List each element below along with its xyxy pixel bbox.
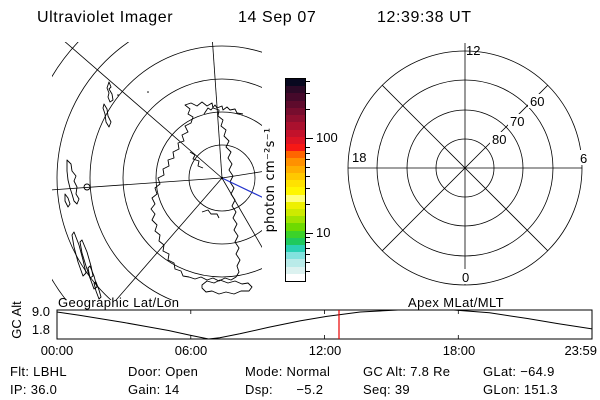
colorbar-units-label: photon cm⁻²s⁻¹: [263, 127, 278, 233]
status-seq: Seq: 39: [363, 382, 410, 397]
colorbar-band: [286, 158, 305, 166]
colorbar-band: [286, 136, 305, 144]
colorbar-major-tick: [306, 233, 313, 234]
status-flt: Flt: LBHL: [10, 364, 67, 379]
mlt-label-18: 18: [352, 150, 366, 165]
ring-label-60: 60: [530, 94, 544, 109]
colorbar-major-tick: [306, 138, 313, 139]
colorbar-minor-tick: [306, 242, 310, 243]
colorbar-band: [286, 151, 305, 159]
colorbar-minor-tick: [306, 81, 310, 82]
timeline-plot: [56, 309, 593, 340]
geographic-map-plot: [52, 42, 262, 300]
colorbar-band: [286, 93, 305, 101]
colorbar-minor-tick: [306, 271, 310, 272]
colorbar-band: [286, 180, 305, 188]
mlt-label-6: 6: [580, 151, 587, 166]
colorbar-minor-tick: [306, 109, 310, 110]
colorbar-band: [286, 100, 305, 108]
colorbar-band: [286, 172, 305, 181]
colorbar-minor-tick: [306, 176, 310, 177]
colorbar-minor-tick: [306, 153, 310, 154]
gc-alt-curve: [56, 309, 593, 340]
colorbar-bands: [286, 79, 305, 282]
colorbar-tick-label: 100: [316, 130, 338, 145]
meridian-spokes: [52, 42, 262, 300]
status-gain: Gain: 14: [128, 382, 180, 397]
colorbar-minor-tick: [306, 237, 310, 238]
status-glon: GLon: 151.3: [483, 382, 558, 397]
colorbar-band: [286, 223, 305, 231]
colorbar-minor-tick: [306, 159, 310, 160]
colorbar-band: [286, 245, 305, 253]
colorbar-band: [286, 122, 305, 130]
colorbar-band: [286, 107, 305, 116]
colorbar-ticks: 100 10: [306, 78, 346, 282]
xtick-1800: 18:00: [442, 343, 476, 358]
latitude-circles: [52, 42, 262, 300]
colorbar-band: [286, 230, 305, 238]
mlt-label-12: 12: [466, 43, 480, 58]
date-label: 14 Sep 07: [238, 9, 317, 26]
colorbar-band: [286, 187, 305, 195]
status-gc-alt: GC Alt: 7.8 Re: [363, 364, 451, 379]
colorbar-band: [286, 115, 305, 123]
colorbar-band: [286, 79, 305, 87]
colorbar-band: [286, 194, 305, 202]
caption-geographic: Geographic Lat/Lon: [58, 295, 180, 310]
caption-apex: Apex MLat/MLT: [408, 295, 504, 310]
map-dot: [117, 94, 119, 96]
colorbar-minor-tick: [306, 204, 310, 205]
coastlines: [64, 81, 253, 300]
orbit-track-segment: [221, 177, 262, 198]
xtick-1200: 12:00: [308, 343, 342, 358]
timeline-axis-ticks: [190, 310, 459, 339]
colorbar-band: [286, 201, 305, 209]
xtick-0600: 06:00: [174, 343, 208, 358]
xtick-0000: 00:00: [40, 343, 74, 358]
ytick-9: 9.0: [31, 304, 50, 319]
pole-point-marker: [220, 176, 224, 180]
colorbar-minor-tick: [306, 188, 310, 189]
ring-label-80: 80: [492, 132, 506, 147]
colorbar-tick-label: 10: [316, 225, 331, 240]
colorbar-minor-tick: [306, 147, 310, 148]
colorbar-minor-tick: [306, 248, 310, 249]
ytick-1-8: 1.8: [31, 322, 50, 337]
page-title: Ultraviolet Imager: [37, 9, 174, 26]
time-utc-label: 12:39:38 UT: [377, 9, 472, 26]
map-dot: [147, 91, 149, 93]
mlat-ring-labels: 80 70 60: [490, 94, 548, 147]
colorbar-band: [286, 208, 305, 217]
colorbar: [285, 78, 306, 282]
colorbar-band: [286, 86, 305, 94]
colorbar-band: [286, 266, 305, 274]
xtick-2359: 23:59: [564, 343, 597, 358]
colorbar-band: [286, 129, 305, 137]
mlt-label-0: 0: [462, 270, 469, 285]
colorbar-band: [286, 143, 305, 152]
mlt-hour-labels: 12 18 6 0: [352, 43, 590, 285]
status-door: Door: Open: [128, 364, 199, 379]
colorbar-minor-tick: [306, 167, 310, 168]
colorbar-band: [286, 237, 305, 246]
colorbar-band: [286, 273, 305, 282]
colorbar-band: [286, 216, 305, 224]
status-ip: IP: 36.0: [10, 382, 58, 397]
mlt-spokes: [348, 43, 582, 285]
ring-label-70: 70: [510, 114, 524, 129]
colorbar-minor-tick: [306, 262, 310, 263]
colorbar-minor-tick: [306, 93, 310, 94]
status-dsp: Dsp: −5.2: [245, 382, 324, 397]
colorbar-band: [286, 165, 305, 173]
colorbar-band: [286, 259, 305, 267]
colorbar-band: [286, 252, 305, 260]
status-glat: GLat: −64.9: [483, 364, 555, 379]
status-mode: Mode: Normal: [245, 364, 331, 379]
colorbar-minor-tick: [306, 254, 310, 255]
apex-polar-plot: 80 70 60 12 18 6 0: [347, 43, 590, 286]
